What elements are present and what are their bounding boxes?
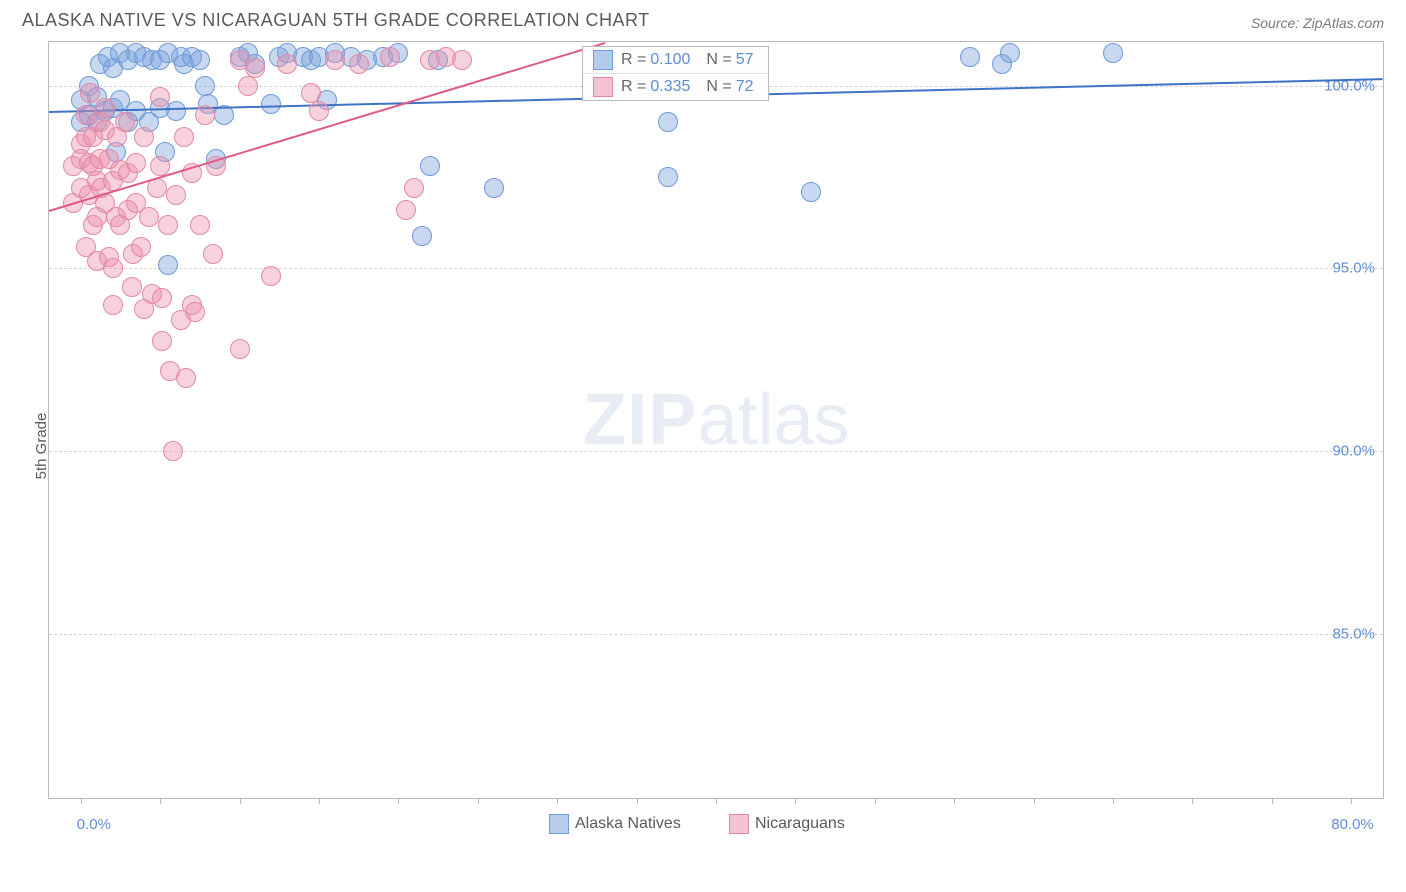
scatter-point	[309, 101, 329, 121]
scatter-point	[261, 266, 281, 286]
x-tick-mark	[240, 798, 241, 804]
stats-row: R =0.335 N = 72	[583, 73, 768, 100]
x-tick-mark	[875, 798, 876, 804]
scatter-point	[412, 226, 432, 246]
scatter-point	[1103, 43, 1123, 63]
watermark: ZIPatlas	[582, 379, 849, 461]
scatter-point	[960, 47, 980, 67]
gridline	[49, 634, 1383, 635]
scatter-point	[163, 441, 183, 461]
scatter-point	[190, 215, 210, 235]
x-tick-mark	[319, 798, 320, 804]
x-tick-mark	[557, 798, 558, 804]
scatter-point	[103, 295, 123, 315]
scatter-point	[103, 258, 123, 278]
scatter-point	[190, 50, 210, 70]
y-tick-label: 85.0%	[1332, 625, 1375, 642]
source-attribution: Source: ZipAtlas.com	[1251, 15, 1384, 31]
scatter-point	[126, 153, 146, 173]
scatter-point	[245, 58, 265, 78]
x-tick-mark	[1034, 798, 1035, 804]
scatter-point	[158, 215, 178, 235]
stats-row: R =0.100 N = 57	[583, 47, 768, 73]
scatter-point	[150, 87, 170, 107]
x-tick-label: 80.0%	[1331, 816, 1374, 833]
scatter-point	[404, 178, 424, 198]
x-tick-mark	[160, 798, 161, 804]
scatter-point	[195, 76, 215, 96]
legend-swatch	[729, 814, 749, 834]
r-label: R =	[621, 78, 646, 96]
scatter-point	[115, 112, 135, 132]
scatter-point	[658, 167, 678, 187]
n-label: N =	[706, 51, 731, 69]
scatter-point	[261, 94, 281, 114]
x-tick-mark	[398, 798, 399, 804]
scatter-point	[152, 288, 172, 308]
scatter-point	[238, 76, 258, 96]
x-tick-mark	[1351, 798, 1352, 804]
scatter-point	[176, 368, 196, 388]
x-tick-mark	[81, 798, 82, 804]
scatter-point	[158, 255, 178, 275]
scatter-point	[139, 207, 159, 227]
legend-label: Alaska Natives	[575, 815, 681, 833]
legend-label: Nicaraguans	[755, 815, 845, 833]
scatter-point	[301, 83, 321, 103]
scatter-point	[452, 50, 472, 70]
scatter-point	[122, 277, 142, 297]
x-tick-mark	[1192, 798, 1193, 804]
scatter-point	[203, 244, 223, 264]
scatter-point	[166, 185, 186, 205]
x-tick-mark	[637, 798, 638, 804]
scatter-point	[325, 50, 345, 70]
y-tick-label: 90.0%	[1332, 443, 1375, 460]
x-tick-mark	[954, 798, 955, 804]
x-tick-mark	[1272, 798, 1273, 804]
scatter-point	[152, 331, 172, 351]
gridline	[49, 451, 1383, 452]
n-value: 57	[736, 51, 754, 69]
x-tick-label: 0.0%	[77, 816, 111, 833]
x-tick-mark	[1113, 798, 1114, 804]
correlation-stats-box: R =0.100 N = 57 R =0.335 N = 72	[582, 46, 769, 101]
scatter-point	[1000, 43, 1020, 63]
scatter-point	[230, 339, 250, 359]
legend-swatch	[549, 814, 569, 834]
n-label: N =	[706, 78, 731, 96]
scatter-point	[185, 302, 205, 322]
x-tick-mark	[716, 798, 717, 804]
gridline	[49, 268, 1383, 269]
scatter-point	[484, 178, 504, 198]
scatter-point	[277, 54, 297, 74]
y-tick-label: 95.0%	[1332, 260, 1375, 277]
r-label: R =	[621, 51, 646, 69]
scatter-point	[396, 200, 416, 220]
chart-title: ALASKA NATIVE VS NICARAGUAN 5TH GRADE CO…	[22, 10, 650, 31]
scatter-point	[801, 182, 821, 202]
legend-item: Alaska Natives	[549, 814, 681, 834]
scatter-point	[349, 54, 369, 74]
x-tick-mark	[478, 798, 479, 804]
scatter-point	[131, 237, 151, 257]
scatter-point	[174, 127, 194, 147]
scatter-point	[95, 98, 115, 118]
scatter-point	[380, 47, 400, 67]
scatter-point	[166, 101, 186, 121]
scatter-point	[195, 105, 215, 125]
series-swatch	[593, 77, 613, 97]
n-value: 72	[736, 78, 754, 96]
scatter-point	[658, 112, 678, 132]
x-tick-mark	[795, 798, 796, 804]
scatter-point	[420, 156, 440, 176]
series-swatch	[593, 50, 613, 70]
r-value: 0.100	[650, 51, 690, 69]
scatter-point	[134, 127, 154, 147]
r-value: 0.335	[650, 78, 690, 96]
legend-item: Nicaraguans	[729, 814, 845, 834]
scatter-chart: ZIPatlas 100.0%95.0%90.0%85.0%0.0%80.0%R…	[48, 41, 1384, 799]
